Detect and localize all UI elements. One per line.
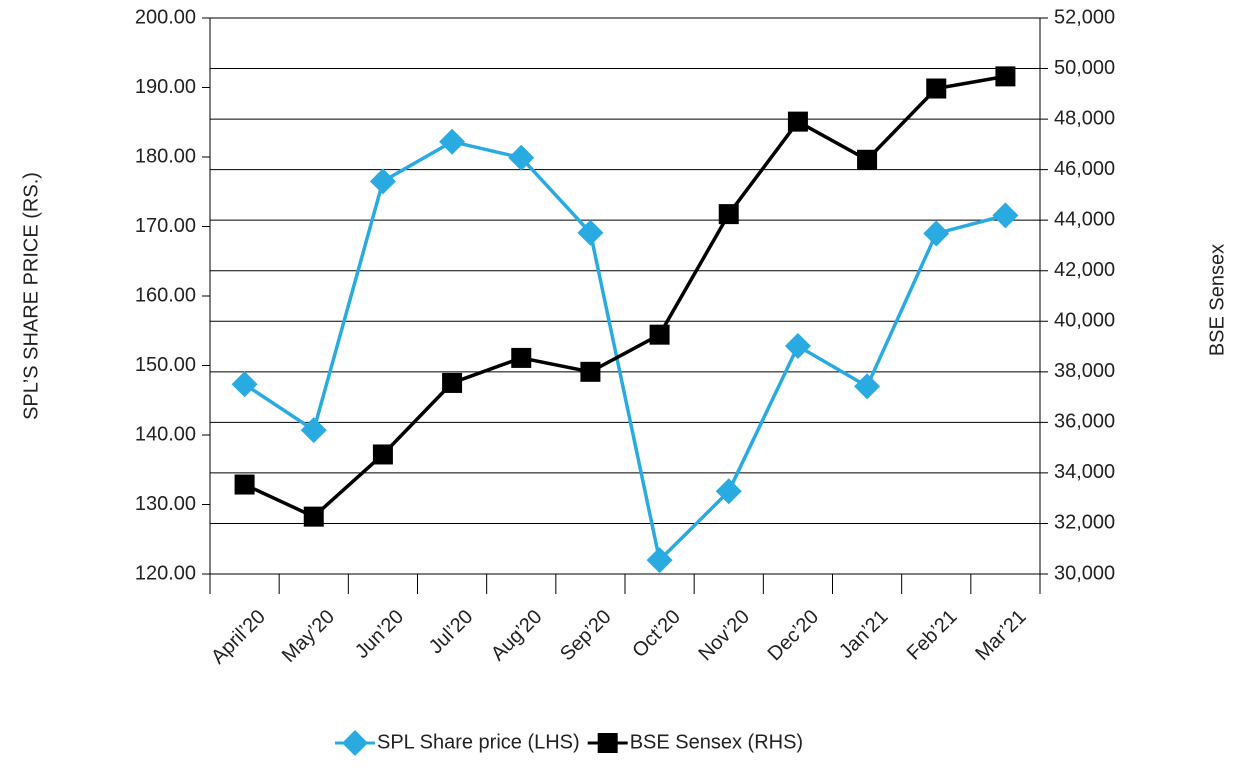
legend-label: SPL Share price (LHS) (377, 731, 580, 753)
series-line (243, 139, 1006, 564)
data-point (854, 373, 881, 400)
x-tick-label: Jun’20 (351, 606, 408, 663)
y-tick-label: 130.00 (135, 493, 196, 515)
data-point (784, 333, 811, 360)
x-tick-label: Aug’20 (487, 606, 547, 666)
y2-axis-title: BSE Sensex (1206, 244, 1228, 356)
legend-marker (342, 730, 368, 756)
y2-tick-label: 46,000 (1054, 158, 1115, 180)
y2-tick-label: 44,000 (1054, 208, 1115, 230)
x-tick-label: Sep’20 (556, 606, 616, 666)
y2-tick-label: 42,000 (1054, 259, 1115, 281)
y2-tick-label: 34,000 (1054, 461, 1115, 483)
y2-tick-label: 36,000 (1054, 411, 1115, 433)
data-point (649, 324, 670, 345)
x-tick-label: Jan’21 (835, 606, 892, 663)
y2-tick-label: 32,000 (1054, 512, 1115, 534)
y-tick-label: 200.00 (135, 6, 196, 28)
data-point (508, 144, 535, 171)
data-point (926, 78, 947, 99)
data-point (857, 149, 878, 170)
data-point (439, 128, 466, 155)
y2-tick-label: 52,000 (1054, 6, 1115, 28)
data-point (580, 361, 601, 382)
data-point (718, 204, 739, 225)
data-point (511, 347, 532, 368)
data-point (646, 547, 673, 574)
y-tick-label: 140.00 (135, 423, 196, 445)
x-tick-label: May’20 (278, 606, 339, 667)
data-point (369, 168, 396, 195)
x-tick-label: Nov’20 (694, 606, 754, 666)
data-point (303, 506, 324, 527)
data-point (234, 474, 255, 495)
y2-tick-label: 40,000 (1054, 310, 1115, 332)
y2-tick-label: 50,000 (1054, 57, 1115, 79)
data-point (300, 417, 327, 444)
y-tick-label: 150.00 (135, 354, 196, 376)
x-tick-label: Mar’21 (971, 606, 1030, 665)
y-axis-title: SPL’S SHARE PRICE (RS.) (20, 172, 42, 420)
legend-label: BSE Sensex (RHS) (630, 731, 803, 753)
y2-tick-label: 48,000 (1054, 107, 1115, 129)
legend-marker (597, 733, 618, 753)
data-point (923, 220, 950, 247)
y2-tick-label: 38,000 (1054, 360, 1115, 382)
x-tick-label: Feb’21 (903, 606, 962, 665)
data-point (995, 66, 1016, 87)
y-tick-label: 180.00 (135, 145, 196, 167)
x-tick-label: Dec’20 (764, 606, 824, 666)
y-tick-label: 190.00 (135, 76, 196, 98)
series-line (243, 74, 1006, 519)
x-tick-label: Oct’20 (628, 606, 684, 662)
data-point (577, 219, 604, 246)
y-tick-label: 160.00 (135, 284, 196, 306)
y-tick-label: 120.00 (135, 562, 196, 584)
x-tick-label: April’20 (207, 606, 270, 669)
data-point (992, 202, 1019, 229)
data-point (372, 444, 393, 465)
data-point (787, 111, 808, 132)
data-point (715, 478, 742, 505)
y2-tick-label: 30,000 (1054, 562, 1115, 584)
y-tick-label: 170.00 (135, 215, 196, 237)
data-point (231, 371, 258, 398)
x-tick-label: Jul’20 (425, 606, 478, 659)
data-point (442, 372, 463, 393)
